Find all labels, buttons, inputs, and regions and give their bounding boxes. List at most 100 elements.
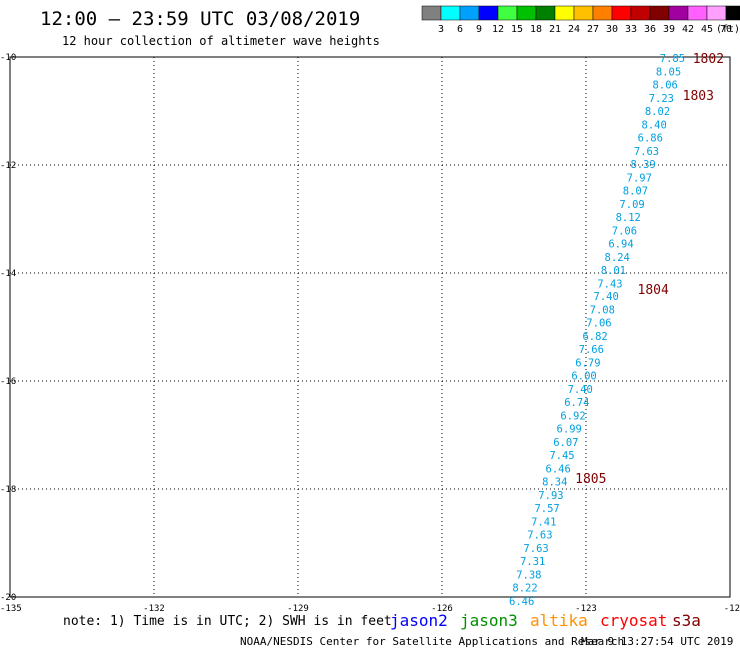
y-tick-label: -14 [0,269,16,279]
wave-height-label: 8.22 [512,582,537,594]
satellite-cryosat: cryosat [600,611,667,630]
wave-height-label: 7.06 [586,318,611,330]
color-swatch [649,5,670,21]
color-scale-label: 39 [663,24,675,35]
units-note: note: 1) Time is in UTC; 2) SWH is in fe… [63,614,392,629]
wave-height-label: 6.86 [638,132,663,144]
wave-height-label: 7.09 [619,199,644,211]
wave-height-label: 8.40 [642,120,667,132]
wave-height-label: 6.46 [509,596,534,608]
x-tick-label: -132 [143,604,165,614]
y-axis-ticks: -10 -12 -14 -16 -18 -20 [0,53,16,603]
time-label: 1803 [683,89,714,104]
satellite-legend: jason2 jason3 altika cryosat s3a [390,611,701,630]
wave-height-label: 6.99 [557,424,582,436]
color-scale-unit: (ft) [716,24,740,35]
color-scale-label: 30 [606,24,618,35]
wave-height-label: 7.40 [594,291,619,303]
x-tick-label: -126 [431,604,453,614]
wave-height-label: 7.45 [549,450,574,462]
y-tick-label: -16 [0,377,16,387]
color-scale-label: 45 [701,24,713,35]
color-scale-label: 3 [438,24,444,35]
color-scale-label: 15 [511,24,523,35]
color-swatch [535,5,556,21]
wave-height-label: 7.41 [531,516,556,528]
color-swatch [421,5,442,21]
wave-height-label: 6.82 [582,331,607,343]
wave-height-label: 7.97 [627,172,652,184]
satellite-jason2: jason2 [390,611,448,630]
color-scale-label: 70 [720,24,732,35]
wave-height-label: 7.31 [520,556,545,568]
wave-height-label: 6.00 [571,371,596,383]
time-label: 1802 [693,52,724,67]
footer-timestamp: Mar 9 13:27:54 UTC 2019 [581,635,733,648]
color-scale-label: 21 [549,24,561,35]
wave-height-label: 6.94 [608,238,633,250]
wave-height-label: 7.63 [527,529,552,541]
color-swatch [611,5,632,21]
color-swatch [706,5,727,21]
wave-height-label: 8.05 [656,67,681,79]
time-label: 1805 [575,472,606,487]
y-tick-label: -12 [0,161,16,171]
wave-height-label: 8.01 [601,265,626,277]
color-scale-label: 9 [476,24,482,35]
color-scale-label: 27 [587,24,599,35]
wave-height-label: 8.07 [623,185,648,197]
wave-height-label: 7.93 [538,490,563,502]
satellite-s3a: s3a [672,611,701,630]
wave-height-label: 6.46 [546,463,571,475]
color-swatch [630,5,651,21]
wave-height-label: 8.02 [645,106,670,118]
y-tick-label: -18 [0,485,16,495]
x-tick-label: -129 [287,604,309,614]
wave-height-label: 7.63 [634,146,659,158]
wave-height-label: 8.34 [542,476,567,488]
color-scale-label: 6 [457,24,463,35]
wave-height-label: 7.85 [660,53,685,65]
color-scale-label: 36 [644,24,656,35]
color-scale-label: 24 [568,24,580,35]
color-swatch [573,5,594,21]
color-swatch [554,5,575,21]
x-tick-label: -123 [575,604,597,614]
x-tick-label: -135 [0,604,22,614]
wave-height-label: 6.07 [553,437,578,449]
wave-height-label: 7.43 [597,278,622,290]
color-scale-legend: 3 6 9 12 15 18 21 24 27 30 33 36 39 42 45 70(ft) [421,5,740,35]
wave-height-label: 6.74 [564,397,589,409]
color-scale-label: 18 [530,24,542,35]
color-scale-label: 42 [682,24,694,35]
wave-height-label: 8.39 [630,159,655,171]
wave-height-label: 7.23 [649,93,674,105]
color-scale-label: 33 [625,24,637,35]
wave-height-label: 8.06 [653,80,678,92]
wave-height-label: 7.38 [516,569,541,581]
wave-height-label: 7.66 [579,344,604,356]
color-swatch [592,5,613,21]
satellite-altika: altika [530,611,588,630]
color-scale-label: 12 [492,24,504,35]
color-swatch [725,5,740,21]
footer-credit: NOAA/NESDIS Center for Satellite Applica… [240,635,624,648]
time-label: 1804 [638,283,669,298]
color-swatch [497,5,518,21]
x-axis-ticks: -135 -132 -129 -126 -123 -12 [0,604,740,614]
color-swatch [459,5,480,21]
wave-height-label: 6.92 [560,411,585,423]
wave-height-label: 7.63 [523,543,548,555]
color-swatch [668,5,689,21]
wave-height-label: 6.79 [575,358,600,370]
wave-height-label: 7.40 [568,384,593,396]
wave-height-label: 8.24 [605,252,630,264]
satellite-jason3: jason3 [460,611,518,630]
y-tick-label: -20 [0,593,16,603]
wave-height-label: 7.06 [612,225,637,237]
chart-grid [10,57,730,597]
chart-title: 12:00 – 23:59 UTC 03/08/2019 [40,8,360,30]
wave-height-label: 8.12 [616,212,641,224]
wave-height-values: 7.858.058.067.238.028.406.867.638.397.97… [509,53,685,608]
chart-subtitle: 12 hour collection of altimeter wave hei… [62,34,380,48]
